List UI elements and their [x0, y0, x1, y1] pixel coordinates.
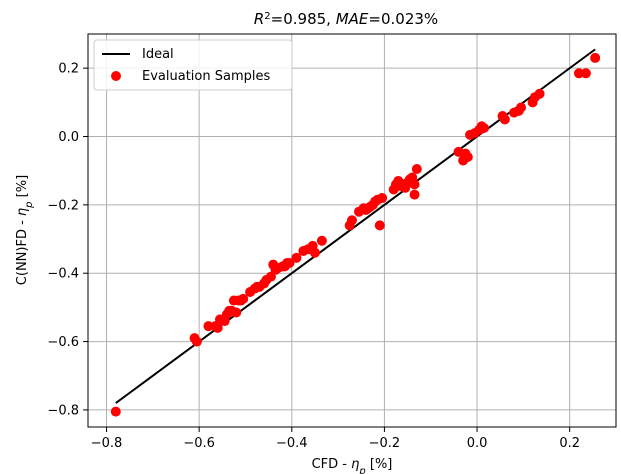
x-axis-label-suffix: [%]: [366, 457, 393, 472]
y-tick-label: −0.8: [47, 403, 79, 418]
scatter-point: [377, 193, 388, 204]
scatter-point: [191, 336, 202, 347]
scatter-point: [516, 102, 527, 113]
x-tick-label: 0.2: [559, 436, 580, 451]
legend-box: [93, 39, 293, 91]
y-axis-label-symbol: η: [15, 208, 30, 216]
y-tick-label: −0.6: [47, 335, 79, 350]
y-axis-label: C(NN)FD - ηp [%]: [15, 175, 35, 285]
scatter-point: [374, 220, 385, 231]
scatter-point: [411, 163, 422, 174]
legend-samples-label: Evaluation Samples: [142, 69, 270, 84]
scatter-point: [409, 189, 420, 200]
scatter-point: [231, 307, 242, 318]
x-tick-label: −0.4: [276, 436, 308, 451]
y-tick-label: 0.2: [58, 62, 79, 77]
scatter-point: [284, 257, 295, 268]
title-r2-symbol: R: [254, 10, 264, 28]
scatter-point: [573, 68, 584, 79]
y-tick-label: 0.0: [58, 130, 79, 145]
x-axis-label: CFD - ηp [%]: [312, 457, 393, 474]
scatter-point: [347, 215, 357, 226]
scatter-point: [479, 122, 489, 133]
x-axis-label-subscript: p: [358, 466, 365, 474]
scatter-point: [499, 114, 510, 125]
y-axis-label-prefix: C(NN)FD -: [15, 216, 30, 285]
ticks: −0.8 −0.6 −0.4 −0.2 0.0 0.2 −0.8 −0.6 −0.4 −0.2 0.…: [47, 62, 580, 451]
legend-samples-marker: [111, 71, 121, 81]
scatter-point: [291, 252, 302, 263]
plot-data: [110, 48, 601, 417]
scatter-point: [110, 406, 121, 417]
scatter-point: [309, 247, 320, 258]
x-axis-label-symbol: η: [351, 457, 359, 472]
scatter-point: [212, 322, 223, 333]
scatter-point: [462, 152, 473, 163]
y-tick-label: −0.4: [47, 267, 79, 282]
grid: [88, 34, 616, 427]
chart-title: R2=0.985, MAE=0.023%: [254, 10, 438, 28]
scatter-point: [534, 88, 545, 99]
legend-ideal-label: Ideal: [142, 47, 174, 62]
scatter-point: [590, 52, 601, 63]
scatter-point: [409, 179, 420, 190]
title-mae-value: =0.023%: [368, 10, 438, 28]
title-r2-superscript: 2: [264, 11, 270, 22]
y-axis-label-subscript: p: [24, 201, 35, 208]
y-axis-label-suffix: [%]: [15, 175, 30, 202]
scatter-point: [316, 235, 327, 246]
scatter-point: [238, 293, 249, 304]
title-r2-value: =0.985,: [271, 10, 336, 28]
scatter-point: [580, 68, 591, 79]
title-mae-symbol: MAE: [336, 10, 369, 28]
legend: Ideal Evaluation Samples: [93, 39, 293, 91]
scatter-point: [203, 321, 214, 332]
x-tick-label: −0.2: [369, 436, 401, 451]
y-tick-label: −0.2: [47, 198, 79, 213]
x-tick-label: −0.8: [91, 436, 123, 451]
x-tick-label: −0.6: [183, 436, 215, 451]
x-axis-label-prefix: CFD -: [312, 457, 352, 472]
plot-frame: [87, 33, 617, 428]
x-tick-label: 0.0: [467, 436, 488, 451]
